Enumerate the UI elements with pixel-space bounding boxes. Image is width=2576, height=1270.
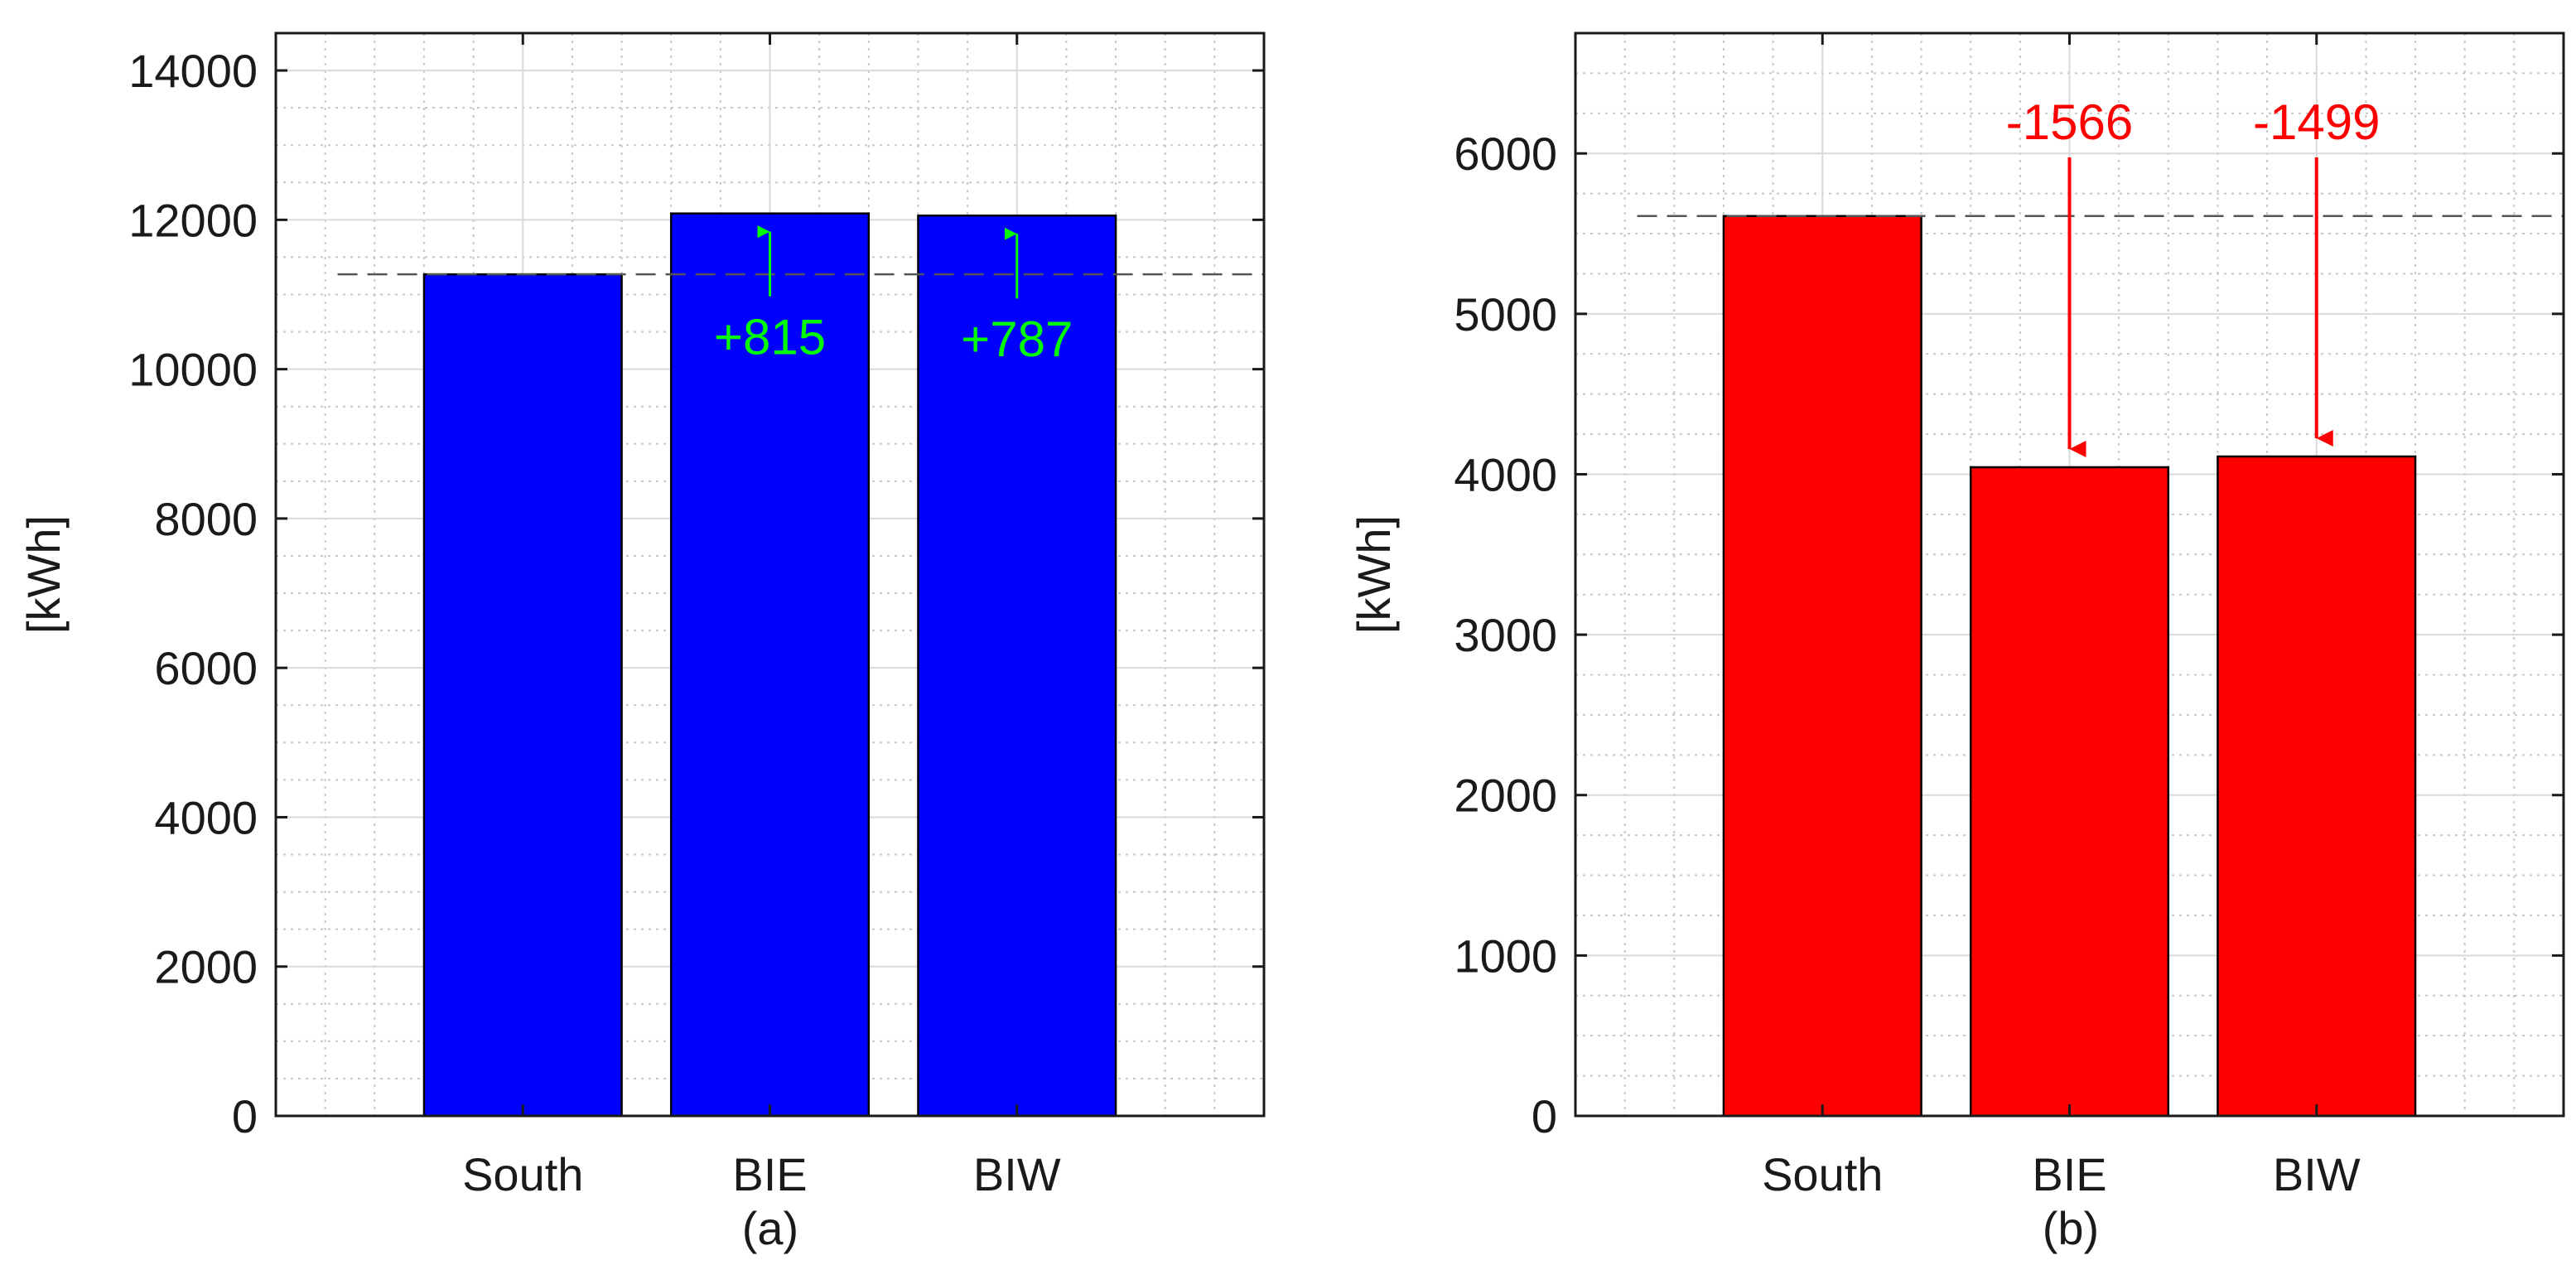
y-tick-label: 4000 (1454, 448, 1557, 500)
annotation-label: +787 (961, 311, 1073, 367)
bar-bie (1969, 466, 2170, 1118)
y-tick-label: 14000 (128, 45, 258, 97)
chart-panel-b: 0 1000 2000 3000 4000 5000 6000 South BIE BIW (b) [… (1348, 31, 2565, 1254)
x-tick-label: South (1762, 1148, 1883, 1200)
y-tick-label: 5000 (1454, 288, 1557, 340)
bar-south (422, 273, 623, 1118)
bar-bie (669, 212, 871, 1118)
y-axis-label: [kWh] (17, 515, 70, 634)
chart-panel-a: 0 2000 4000 6000 8000 10000 12000 14000 South BIE… (17, 31, 1266, 1254)
y-tick-label: 6000 (1454, 128, 1557, 180)
annotation-label: +815 (714, 310, 826, 365)
x-tick-label: BIW (973, 1148, 1061, 1200)
y-tick-label: 0 (1532, 1090, 1557, 1142)
x-tick-label: South (462, 1148, 583, 1200)
x-tick-label: BIE (732, 1148, 807, 1200)
y-tick-label: 1000 (1454, 930, 1557, 982)
y-tick-label: 10000 (128, 344, 258, 396)
y-axis-label: [kWh] (1348, 515, 1400, 634)
y-tick-label: 0 (232, 1090, 258, 1142)
bar-biw (2217, 455, 2417, 1118)
annotation-label: -1499 (2253, 94, 2380, 150)
y-tick-label: 6000 (154, 642, 258, 694)
panel-label: (a) (742, 1202, 798, 1254)
annotation-label: -1566 (2006, 94, 2133, 150)
y-tick-label: 2000 (1454, 770, 1557, 822)
panel-label: (b) (2043, 1202, 2099, 1254)
x-tick-label: BIW (2273, 1148, 2361, 1200)
y-tick-label: 4000 (154, 791, 258, 843)
x-tick-label: BIE (2032, 1148, 2106, 1200)
bar-south (1722, 215, 1922, 1118)
y-tick-label: 8000 (154, 493, 258, 545)
y-tick-label: 2000 (154, 941, 258, 993)
bar-biw (917, 214, 1117, 1118)
y-tick-label: 12000 (128, 194, 258, 246)
y-tick-label: 3000 (1454, 609, 1557, 661)
